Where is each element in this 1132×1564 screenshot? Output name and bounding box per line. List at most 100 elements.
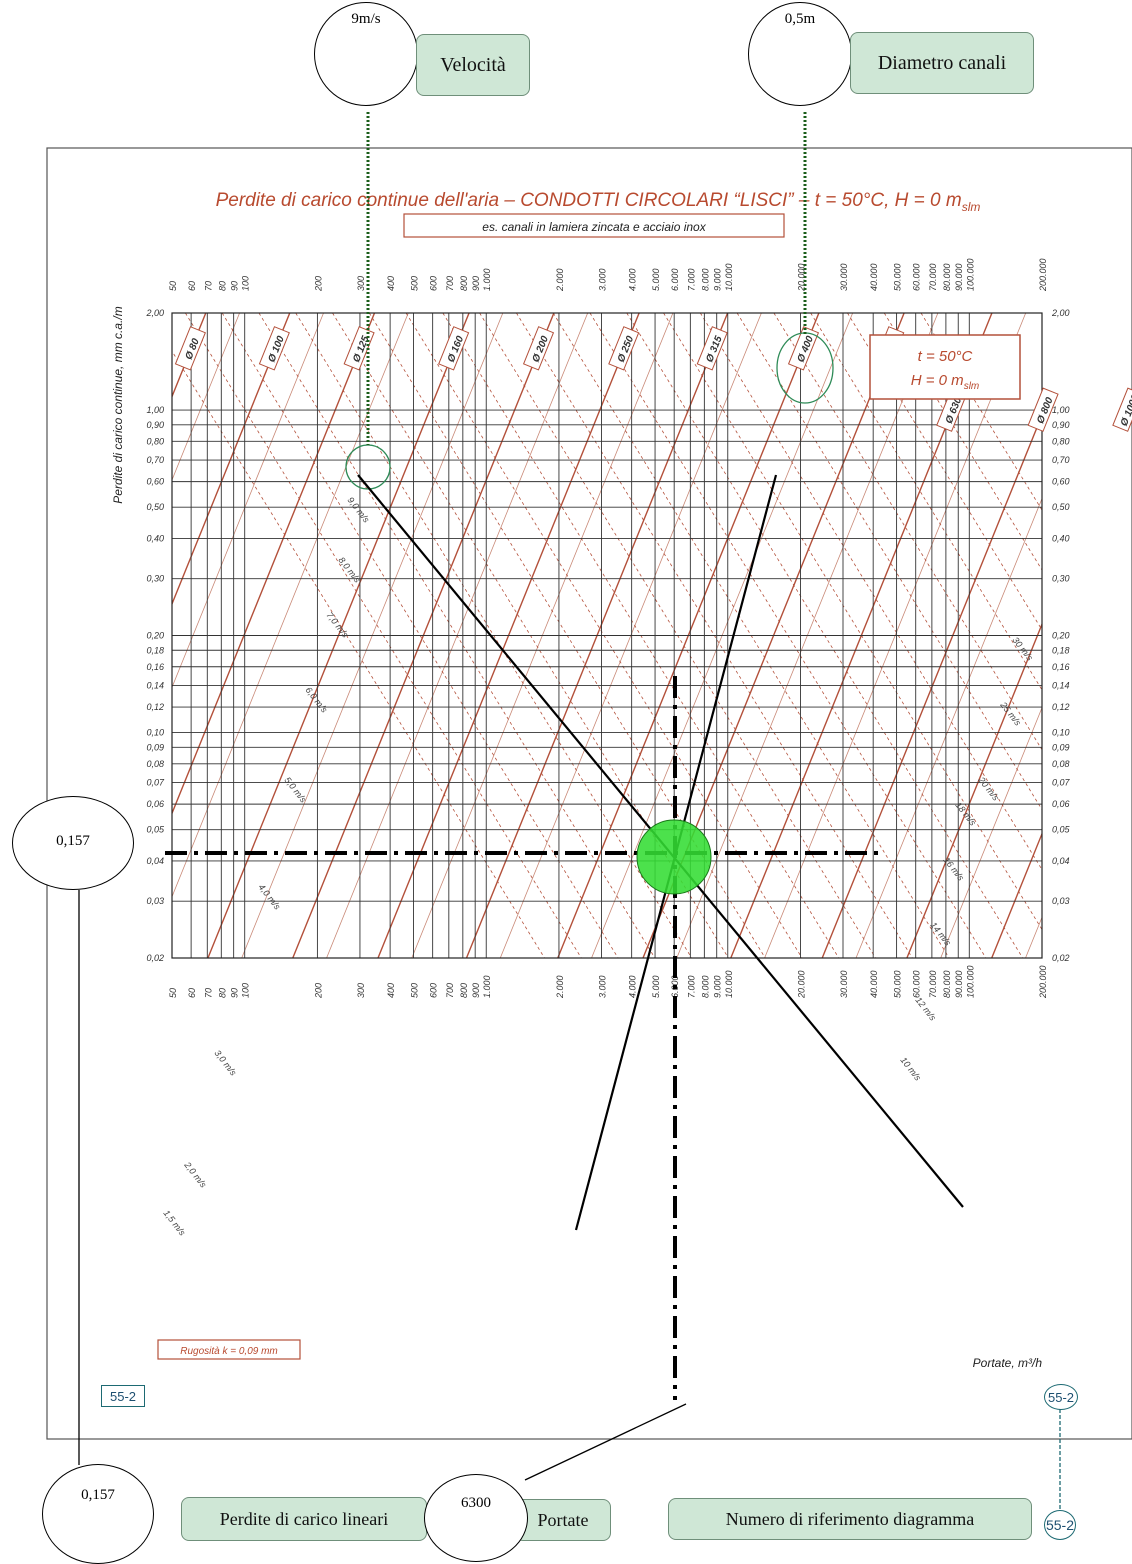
x-tick-label-bottom: 70 [203, 988, 213, 998]
x-tick-label-bottom: 60 [187, 988, 197, 998]
ref-code-bottom: 55-2 [1044, 1510, 1076, 1540]
velocity-line [773, 313, 1042, 751]
x-tick-label-bottom: 3.000 [597, 975, 607, 998]
x-tick-label-top: 400 [386, 276, 396, 291]
diameter-curve [172, 313, 291, 606]
y-tick-label-right: 0,08 [1052, 759, 1070, 769]
x-tick-label-top: 60 [187, 281, 197, 291]
x-tick-label-top: 200 [313, 276, 323, 292]
y-tick-label-right: 2,00 [1051, 308, 1070, 318]
y-tick-label-right: 0,40 [1052, 533, 1070, 543]
ref-code-left: 55-2 [101, 1385, 145, 1407]
diameter-curve-minor [411, 313, 674, 958]
velocity-line [920, 313, 1042, 511]
legend-altitude: H = 0 mslm [911, 372, 980, 392]
diameter-curve-minor [241, 313, 504, 958]
x-tick-label-bottom: 1.000 [482, 975, 492, 998]
x-tick-label-top: 50.000 [893, 263, 903, 291]
y-tick-label-right: 0,70 [1052, 455, 1070, 465]
diameter-curve-minor [764, 313, 1027, 958]
y-tick-label-left: 0,18 [146, 645, 164, 655]
x-tick-label-top: 300 [356, 276, 366, 291]
x-tick-label-top: 3.000 [597, 268, 607, 291]
diameter-label: Ø 1000 [1112, 387, 1132, 432]
velocity-line [552, 313, 950, 958]
y-tick-label-right: 0,80 [1052, 436, 1070, 446]
x-tick-label-bottom: 40.000 [869, 970, 879, 998]
loss-label-callout: Perdite di carico lineari [181, 1497, 427, 1541]
y-tick-label-left: 0,50 [146, 502, 164, 512]
x-tick-label-top: 7.000 [686, 268, 696, 291]
x-tick-label-bottom: 70.000 [928, 970, 938, 998]
x-tick-label-top: 60.000 [912, 263, 922, 291]
x-tick-label-top: 600 [429, 276, 439, 291]
y-tick-label-right: 0,09 [1052, 742, 1070, 752]
leader-flow-bottom [524, 1403, 687, 1481]
diameter-label-callout: Diametro canali [850, 32, 1034, 94]
velocity-line [332, 313, 729, 958]
y-tick-label-left: 0,09 [146, 742, 164, 752]
diameter-curve-minor [172, 313, 409, 898]
diameter-curve-minor [676, 313, 939, 958]
y-tick-label-left: 0,07 [146, 778, 165, 788]
x-tick-label-top: 40.000 [869, 263, 879, 291]
y-tick-label-right: 0,07 [1052, 778, 1071, 788]
y-tick-label-right: 0,18 [1052, 645, 1070, 655]
diameter-curve-minor [172, 313, 241, 481]
x-tick-label-top: 6.000 [670, 268, 680, 291]
ref-code-right: 55-2 [1044, 1384, 1078, 1410]
legend-box [869, 334, 1021, 400]
x-tick-label-top: 2.000 [555, 268, 565, 292]
x-tick-label-top: 500 [410, 276, 420, 291]
ref-label-callout: Numero di riferimento diagramma [668, 1498, 1032, 1540]
x-tick-label-bottom: 50.000 [893, 970, 903, 998]
x-tick-label-top: 700 [445, 276, 455, 291]
x-tick-label-bottom: 100 [241, 983, 251, 998]
y-tick-label-left: 0,08 [146, 759, 164, 769]
y-tick-label-left: 0,80 [146, 436, 164, 446]
x-tick-label-top: 10.000 [724, 263, 734, 291]
x-tick-label-top: 100.000 [965, 258, 975, 291]
subtitle-box [403, 213, 785, 238]
diameter-curve [292, 313, 555, 958]
x-tick-label-bottom: 50 [168, 988, 178, 998]
x-tick-label-top: 90.000 [954, 263, 964, 291]
y-tick-label-left: 0,60 [146, 477, 164, 487]
diameter-curve [172, 313, 376, 816]
x-tick-label-bottom: 500 [410, 983, 420, 998]
velocity-label-callout: Velocità [416, 34, 530, 96]
y-tick-label-right: 0,05 [1052, 825, 1071, 835]
velocity-line [736, 313, 1042, 811]
y-tick-label-left: 2,00 [145, 308, 164, 318]
flow-label-callout: Portate [515, 1499, 611, 1541]
y-axis-title: Perdite di carico continue, mm c.a./m [111, 306, 125, 503]
operating-point-marker [636, 819, 712, 895]
y-tick-label-left: 0,20 [146, 631, 164, 641]
y-tick-label-left: 0,06 [146, 799, 164, 809]
diameter-label: Ø 315 [696, 326, 728, 371]
y-tick-label-left: 0,03 [146, 896, 164, 906]
x-tick-label-bottom: 4.000 [628, 975, 638, 998]
diameter-curve-minor [940, 706, 1042, 958]
x-tick-label-top: 200.000 [1038, 258, 1048, 292]
y-tick-label-left: 0,04 [146, 856, 164, 866]
x-tick-label-bottom: 400 [386, 983, 396, 998]
diameter-curve [557, 313, 820, 958]
y-tick-label-right: 0,30 [1052, 574, 1070, 584]
velocity-line [479, 313, 877, 958]
y-tick-label-right: 0,10 [1052, 728, 1070, 738]
y-tick-label-left: 0,90 [146, 420, 164, 430]
y-tick-label-right: 0,16 [1052, 662, 1070, 672]
x-tick-label-bottom: 700 [445, 983, 455, 998]
x-tick-label-bottom: 300 [356, 983, 366, 998]
diameter-curve [906, 622, 1042, 958]
y-tick-label-right: 0,50 [1052, 502, 1070, 512]
velocity-line [368, 313, 766, 958]
x-tick-label-bottom: 7.000 [686, 975, 696, 998]
x-tick-label-bottom: 9.000 [713, 975, 723, 998]
x-tick-label-bottom: 60.000 [912, 970, 922, 998]
y-tick-label-right: 0,03 [1052, 896, 1070, 906]
velocity-line [295, 313, 693, 958]
y-tick-label-right: 0,60 [1052, 477, 1070, 487]
